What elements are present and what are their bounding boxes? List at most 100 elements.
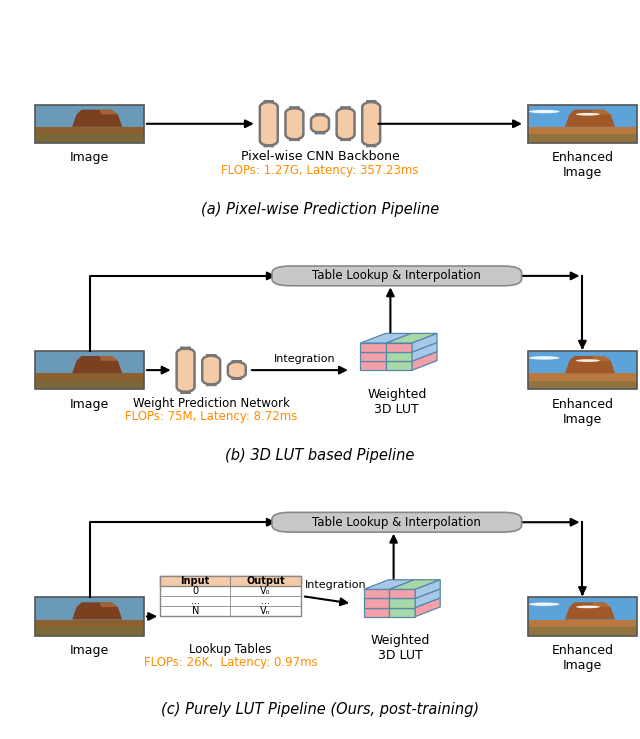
Bar — [387, 343, 412, 352]
Bar — [387, 352, 412, 361]
FancyBboxPatch shape — [362, 101, 380, 146]
Ellipse shape — [529, 602, 559, 606]
Polygon shape — [415, 580, 440, 599]
Polygon shape — [412, 333, 437, 352]
Text: FLOPs: 1.27G, Latency: 357.23ms: FLOPs: 1.27G, Latency: 357.23ms — [221, 164, 419, 177]
Ellipse shape — [576, 113, 600, 115]
Bar — [35, 627, 144, 636]
Polygon shape — [387, 333, 437, 343]
Bar — [35, 351, 144, 389]
Bar — [390, 607, 415, 616]
Bar — [528, 134, 637, 143]
Bar — [528, 381, 637, 389]
Bar — [184, 581, 289, 587]
Text: FLOPs: 75M, Latency: 8.72ms: FLOPs: 75M, Latency: 8.72ms — [125, 410, 298, 423]
Text: Weight Prediction Network: Weight Prediction Network — [132, 397, 290, 409]
Bar — [528, 127, 637, 143]
Bar — [387, 361, 412, 370]
FancyBboxPatch shape — [285, 108, 303, 140]
Text: N: N — [191, 606, 199, 616]
Text: Input: Input — [180, 576, 210, 586]
Text: Vₙ: Vₙ — [260, 606, 271, 616]
Polygon shape — [415, 589, 440, 607]
Bar — [528, 627, 637, 636]
FancyBboxPatch shape — [202, 355, 220, 385]
Text: Image: Image — [70, 151, 109, 165]
Bar — [35, 373, 144, 389]
Polygon shape — [390, 580, 440, 590]
Text: (b) 3D LUT based Pipeline: (b) 3D LUT based Pipeline — [225, 449, 415, 463]
Polygon shape — [592, 109, 611, 115]
Bar — [528, 373, 637, 389]
FancyBboxPatch shape — [177, 348, 195, 392]
Bar — [35, 105, 144, 127]
Text: ...: ... — [191, 596, 200, 606]
Text: Integration: Integration — [274, 354, 335, 364]
Bar — [35, 134, 144, 143]
Ellipse shape — [529, 356, 559, 360]
Bar — [160, 576, 301, 586]
Polygon shape — [72, 109, 122, 127]
Text: (c) Purely LUT Pipeline (Ours, post-training): (c) Purely LUT Pipeline (Ours, post-trai… — [161, 702, 479, 717]
Text: Image: Image — [70, 644, 109, 657]
FancyBboxPatch shape — [337, 108, 355, 140]
Text: Image: Image — [70, 398, 109, 411]
Text: 0: 0 — [192, 586, 198, 596]
Bar — [364, 590, 390, 599]
Bar — [160, 576, 301, 616]
Bar — [528, 619, 637, 636]
Polygon shape — [360, 333, 412, 343]
Text: Pixel-wise CNN Backbone: Pixel-wise CNN Backbone — [241, 150, 399, 163]
Text: Input: Input — [192, 578, 214, 587]
Bar — [528, 105, 637, 143]
Polygon shape — [412, 352, 437, 370]
Bar — [35, 597, 144, 636]
Bar — [364, 599, 390, 607]
FancyBboxPatch shape — [228, 361, 246, 378]
Bar — [35, 381, 144, 389]
Ellipse shape — [529, 110, 559, 113]
Bar — [35, 351, 144, 373]
Bar — [390, 590, 415, 599]
Polygon shape — [99, 109, 118, 115]
Ellipse shape — [576, 359, 600, 362]
Text: Output: Output — [246, 576, 285, 586]
Bar — [184, 581, 289, 607]
Bar — [360, 361, 387, 370]
Text: Enhanced
Image: Enhanced Image — [552, 151, 613, 180]
Polygon shape — [99, 356, 118, 361]
Bar — [390, 599, 415, 607]
Text: Output: Output — [250, 578, 278, 587]
Polygon shape — [72, 356, 122, 373]
Polygon shape — [565, 602, 615, 619]
Text: Lookup Tables: Lookup Tables — [189, 643, 271, 656]
Polygon shape — [592, 356, 611, 361]
Bar — [35, 127, 144, 143]
FancyBboxPatch shape — [272, 512, 522, 532]
Polygon shape — [565, 109, 615, 127]
Polygon shape — [592, 602, 611, 607]
Bar — [528, 597, 637, 636]
Bar — [360, 343, 387, 352]
Ellipse shape — [576, 605, 600, 608]
FancyBboxPatch shape — [260, 101, 278, 146]
Text: V₀: V₀ — [260, 586, 271, 596]
Polygon shape — [99, 602, 118, 607]
FancyBboxPatch shape — [272, 266, 522, 286]
Bar — [528, 351, 637, 389]
Bar — [364, 607, 390, 616]
Bar — [528, 597, 637, 619]
Text: Weighted
3D LUT: Weighted 3D LUT — [367, 388, 426, 416]
Bar — [172, 579, 295, 611]
Bar — [528, 105, 637, 127]
Text: Enhanced
Image: Enhanced Image — [552, 398, 613, 426]
Text: Integration: Integration — [305, 580, 367, 590]
Polygon shape — [565, 356, 615, 373]
Text: Weighted
3D LUT: Weighted 3D LUT — [371, 634, 429, 662]
FancyBboxPatch shape — [311, 115, 329, 133]
Polygon shape — [72, 602, 122, 619]
Bar — [35, 597, 144, 619]
Bar — [35, 105, 144, 143]
Text: Table Lookup & Interpolation: Table Lookup & Interpolation — [312, 516, 481, 528]
Text: (a) Pixel-wise Prediction Pipeline: (a) Pixel-wise Prediction Pipeline — [201, 202, 439, 217]
